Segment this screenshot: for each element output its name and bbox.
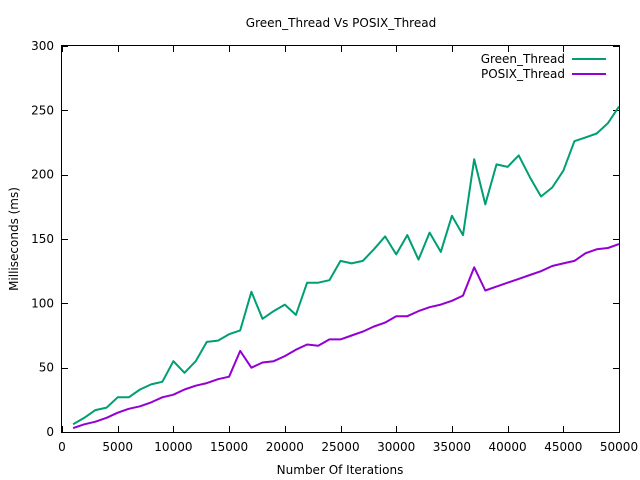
legend-label-posix-thread: POSIX_Thread [481, 67, 565, 81]
axis-ticks: 0 5000 10000 15000 20000 25000 30000 35000 40000… [31, 39, 638, 454]
y-tick-label: 100 [31, 296, 54, 310]
x-tick-label: 40000 [489, 440, 527, 454]
x-tick-label: 30000 [377, 440, 415, 454]
plot-frame [61, 45, 620, 433]
y-tick-label: 250 [31, 103, 54, 117]
y-tick-label: 50 [39, 361, 54, 375]
series-line-green-thread [72, 105, 620, 426]
legend-label-green-thread: Green_Thread [481, 52, 565, 66]
x-tick-label: 45000 [544, 440, 582, 454]
x-tick-label: 10000 [154, 440, 192, 454]
series-lines [72, 105, 620, 430]
series-line-posix-thread [72, 243, 620, 430]
x-tick-label: 50000 [600, 440, 638, 454]
x-tick-label: 5000 [102, 440, 133, 454]
y-axis-label: Milliseconds (ms) [7, 187, 21, 291]
chart-title: Green_Thread Vs POSIX_Thread [246, 16, 436, 30]
y-tick-label: 150 [31, 232, 54, 246]
y-tick-label: 0 [46, 425, 54, 439]
x-tick-label: 15000 [210, 440, 248, 454]
y-tick-label: 200 [31, 168, 54, 182]
x-tick-label: 0 [58, 440, 66, 454]
x-tick-label: 35000 [433, 440, 471, 454]
x-tick-label: 20000 [266, 440, 304, 454]
y-tick-label: 300 [31, 39, 54, 53]
x-tick-label: 25000 [321, 440, 359, 454]
x-axis-label: Number Of Iterations [277, 463, 404, 477]
